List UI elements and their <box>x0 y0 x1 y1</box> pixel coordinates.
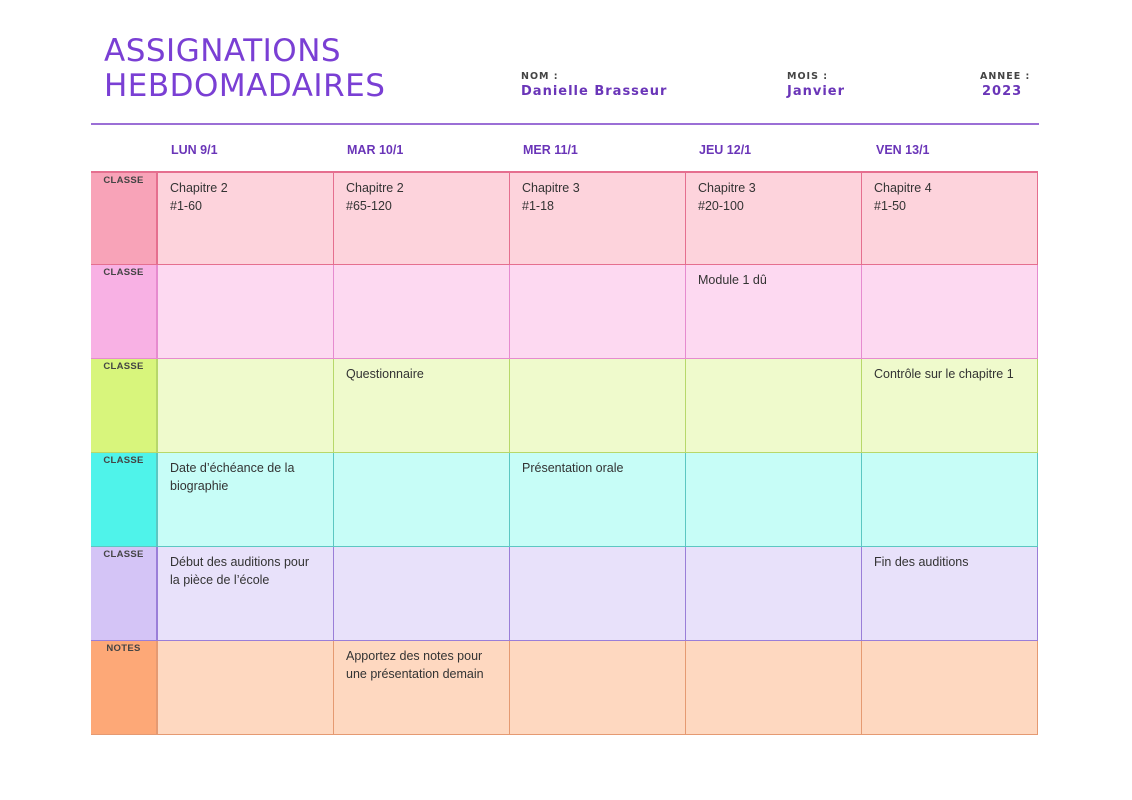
cell-mar-row-3[interactable]: Questionnaire <box>334 359 510 453</box>
day-header-lun: LUN 9/1 <box>171 143 218 157</box>
row-label-4: CLASSE <box>91 453 158 547</box>
title-line-2: HEBDOMADAIRES <box>104 68 386 104</box>
cell-lun-row-3[interactable] <box>158 359 334 453</box>
page-title: ASSIGNATIONS HEBDOMADAIRES <box>104 34 385 104</box>
cell-mer-row-5[interactable] <box>510 547 686 641</box>
row-label-3: CLASSE <box>91 359 158 453</box>
cell-jeu-row-4[interactable] <box>686 453 862 547</box>
cell-ven-row-3[interactable]: Contrôle sur le chapitre 1 <box>862 359 1038 453</box>
cell-lun-row-4[interactable]: Date d’échéance de la biographie <box>158 453 334 547</box>
day-header-ven: VEN 13/1 <box>876 143 930 157</box>
cell-mer-row-4[interactable]: Présentation orale <box>510 453 686 547</box>
cell-lun-row-6[interactable] <box>158 641 334 735</box>
cell-mar-row-1[interactable]: Chapitre 2 #65-120 <box>334 171 510 265</box>
header-divider <box>91 123 1039 125</box>
cell-jeu-row-1[interactable]: Chapitre 3 #20-100 <box>686 171 862 265</box>
cell-mer-row-1[interactable]: Chapitre 3 #1-18 <box>510 171 686 265</box>
cell-mar-row-2[interactable] <box>334 265 510 359</box>
cell-lun-row-1[interactable]: Chapitre 2 #1-60 <box>158 171 334 265</box>
row-label-2: CLASSE <box>91 265 158 359</box>
day-header-jeu: JEU 12/1 <box>699 143 752 157</box>
cell-mar-row-5[interactable] <box>334 547 510 641</box>
day-header-mar: MAR 10/1 <box>347 143 404 157</box>
cell-mer-row-2[interactable] <box>510 265 686 359</box>
cell-ven-row-5[interactable]: Fin des auditions <box>862 547 1038 641</box>
day-header-mer: MER 11/1 <box>523 143 578 157</box>
cell-ven-row-4[interactable] <box>862 453 1038 547</box>
cell-mer-row-6[interactable] <box>510 641 686 735</box>
row-label-6: NOTES <box>91 641 158 735</box>
cell-jeu-row-3[interactable] <box>686 359 862 453</box>
row-label-1: CLASSE <box>91 171 158 265</box>
cell-lun-row-2[interactable] <box>158 265 334 359</box>
cell-mar-row-4[interactable] <box>334 453 510 547</box>
cell-lun-row-5[interactable]: Début des auditions pour la pièce de l’é… <box>158 547 334 641</box>
cell-ven-row-1[interactable]: Chapitre 4 #1-50 <box>862 171 1038 265</box>
cell-jeu-row-6[interactable] <box>686 641 862 735</box>
cell-mar-row-6[interactable]: Apportez des notes pour une présentation… <box>334 641 510 735</box>
cell-jeu-row-2[interactable]: Module 1 dû <box>686 265 862 359</box>
cell-ven-row-2[interactable] <box>862 265 1038 359</box>
title-line-1: ASSIGNATIONS <box>104 33 342 69</box>
mois-value[interactable]: Janvier <box>787 84 846 99</box>
annee-label: ANNEE : <box>980 71 1031 82</box>
row-label-5: CLASSE <box>91 547 158 641</box>
cell-jeu-row-5[interactable] <box>686 547 862 641</box>
cell-mer-row-3[interactable] <box>510 359 686 453</box>
nom-label: NOM : <box>521 71 559 82</box>
mois-label: MOIS : <box>787 71 829 82</box>
nom-value[interactable]: Danielle Brasseur <box>521 84 668 99</box>
assignment-grid: CLASSE Chapitre 2 #1-60 Chapitre 2 #65-120… <box>91 171 1038 735</box>
cell-ven-row-6[interactable] <box>862 641 1038 735</box>
annee-value[interactable]: 2023 <box>982 84 1023 99</box>
